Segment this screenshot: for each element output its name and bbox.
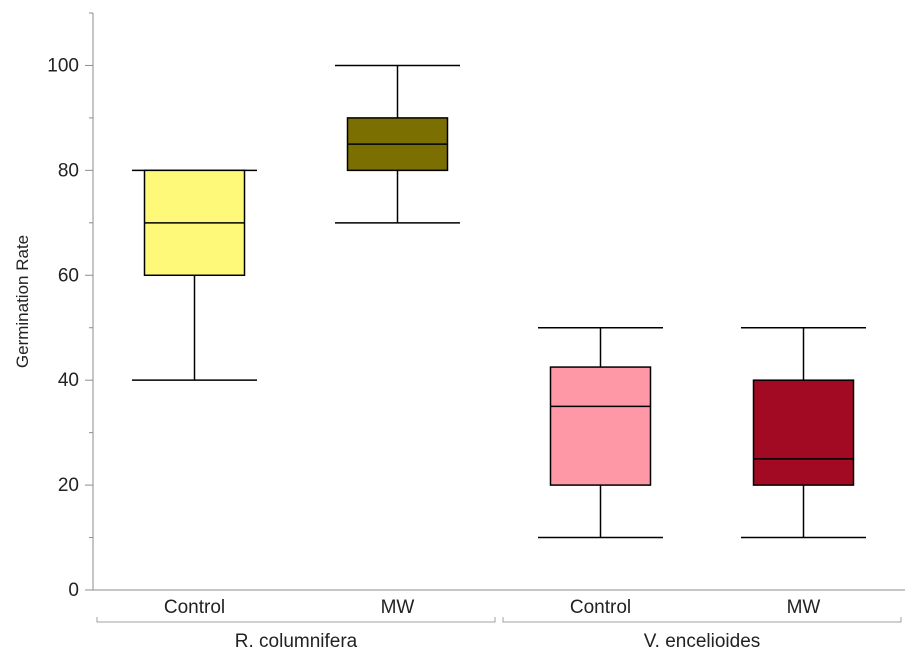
group-bracket	[502, 617, 902, 623]
category-label: Control	[570, 597, 631, 618]
box-plot-series	[132, 64, 866, 539]
y-tick-label: 80	[58, 160, 79, 181]
y-axis: 0 20 40 60 80 100	[47, 12, 94, 601]
category-label: Control	[164, 597, 225, 618]
category-label: MW	[381, 597, 415, 618]
box-0-0	[132, 169, 257, 381]
y-tick-label: 60	[58, 265, 79, 286]
box-iqr	[752, 379, 855, 486]
y-tick-label: 40	[58, 370, 79, 391]
y-tick-label: 0	[68, 580, 79, 601]
y-tick-label: 20	[58, 475, 79, 496]
box-iqr	[549, 366, 652, 486]
group-bracket	[96, 617, 496, 623]
group-label: V. encelioides	[644, 631, 761, 652]
group-label: R. columnifera	[235, 631, 358, 652]
x-axis: R. columnifera Control MW V. encelioides Con…	[93, 589, 905, 652]
box-1-0	[538, 326, 663, 539]
box-0-1	[335, 64, 460, 224]
y-axis-title: Germination Rate	[13, 235, 32, 368]
y-tick-label: 100	[47, 55, 79, 76]
box-1-1	[741, 326, 866, 539]
category-label: MW	[787, 597, 821, 618]
